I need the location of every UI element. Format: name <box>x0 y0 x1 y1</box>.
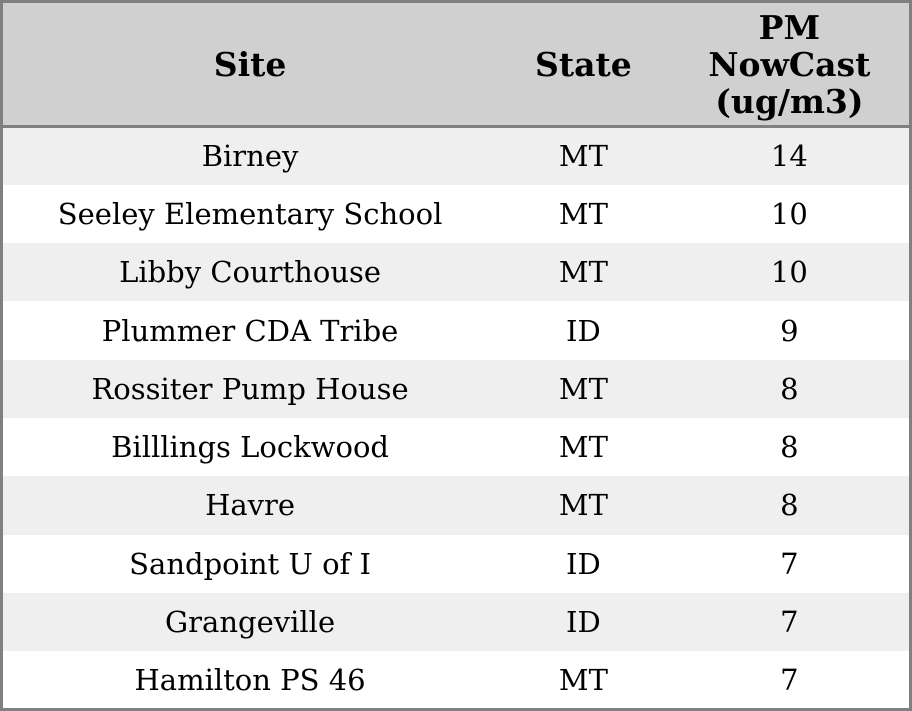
column-header-pm-nowcast: PM NowCast (ug/m3) <box>669 1 911 128</box>
site-cell: Havre <box>205 488 296 523</box>
pm-nowcast-cell: 10 <box>770 255 808 290</box>
column-header-site: Site <box>1 1 498 128</box>
table-row: Libby Courthouse MT 10 <box>1 243 911 302</box>
site-cell: Hamilton PS 46 <box>134 662 366 697</box>
table-row: Grangeville ID 7 <box>1 592 911 652</box>
table-row: Rossiter Pump House MT 8 <box>1 359 911 418</box>
table-row: Hamilton PS 46 MT 7 <box>1 651 911 710</box>
pm-nowcast-cell: 7 <box>780 546 799 581</box>
site-cell: Rossiter Pump House <box>91 371 409 406</box>
site-cell: Billlings Lockwood <box>111 430 389 465</box>
state-cell: ID <box>566 313 601 348</box>
pm-nowcast-cell: 8 <box>780 430 799 465</box>
state-cell: MT <box>558 139 608 174</box>
site-cell: Sandpoint U of I <box>129 546 371 581</box>
table-row: Billlings Lockwood MT 8 <box>1 417 911 477</box>
site-cell: Grangeville <box>165 605 336 640</box>
pm-nowcast-cell: 7 <box>780 662 799 697</box>
state-cell: MT <box>558 196 608 231</box>
site-cell: Libby Courthouse <box>119 255 382 290</box>
site-cell: Seeley Elementary School <box>57 196 443 231</box>
pm-nowcast-cell: 9 <box>780 313 799 348</box>
pm-nowcast-cell: 7 <box>780 605 799 640</box>
table-row: Birney MT 14 <box>1 126 911 185</box>
state-cell: MT <box>558 488 608 523</box>
header-row: Site State PM NowCast (ug/m3) <box>1 1 911 128</box>
pm-nowcast-cell: 14 <box>770 139 808 174</box>
state-cell: MT <box>558 371 608 406</box>
column-header-state: State <box>497 1 670 128</box>
table-row: Sandpoint U of I ID 7 <box>1 534 911 593</box>
table-body: Birney MT 14 Seeley Elementary School MT 10 Li… <box>1 126 911 710</box>
state-cell: ID <box>566 605 601 640</box>
pm-nowcast-cell: 8 <box>780 488 799 523</box>
state-cell: MT <box>558 430 608 465</box>
table-row: Plummer CDA Tribe ID 9 <box>1 301 911 360</box>
table-row: Havre MT 8 <box>1 476 911 535</box>
table-row: Seeley Elementary School MT 10 <box>1 184 911 244</box>
state-cell: MT <box>558 255 608 290</box>
state-cell: ID <box>566 546 601 581</box>
pm-nowcast-cell: 8 <box>780 371 799 406</box>
pm-nowcast-cell: 10 <box>770 196 808 231</box>
site-cell: Plummer CDA Tribe <box>101 313 399 348</box>
state-cell: MT <box>558 662 608 697</box>
site-cell: Birney <box>201 139 299 174</box>
